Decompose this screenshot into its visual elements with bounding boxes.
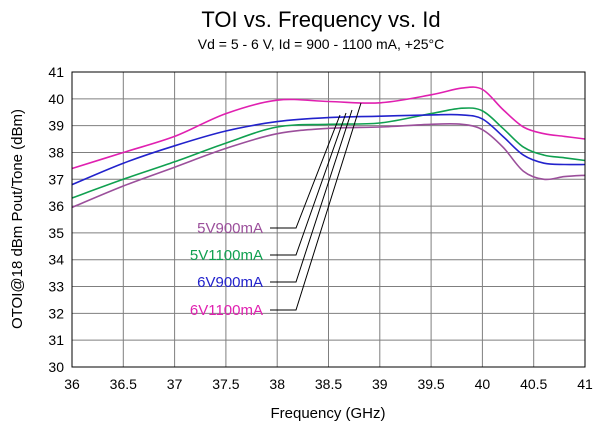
legend-label-6V900mA: 6V900mA xyxy=(197,274,263,291)
plot-frame xyxy=(71,71,586,368)
legend-leader-5V1100mA xyxy=(270,112,347,256)
y-tick-label: 31 xyxy=(48,332,64,348)
y-tick-label: 37 xyxy=(48,171,64,187)
series-line-6V900mA xyxy=(71,113,586,186)
x-tick-label: 40.5 xyxy=(520,376,547,392)
legend-label-6V1100mA: 6V1100mA xyxy=(190,302,263,319)
legend-label-5V1100mA: 5V1100mA xyxy=(190,247,263,264)
y-tick-label: 30 xyxy=(48,359,64,375)
x-tick-label: 37 xyxy=(167,376,183,392)
y-tick-label: 38 xyxy=(48,144,64,160)
series-layer xyxy=(71,86,586,209)
x-tick-labels: 36 36.5 37 37.5 38 38.5 39 39.5 40 40.5 41 xyxy=(64,376,593,392)
series-line-5V900mA xyxy=(71,122,586,209)
y-tick-labels: 30 31 32 33 34 35 36 37 38 39 40 41 xyxy=(48,64,64,375)
grid xyxy=(71,71,586,368)
y-tick-label: 40 xyxy=(48,91,64,107)
x-tick-label: 37.5 xyxy=(212,376,239,392)
y-tick-label: 34 xyxy=(48,252,64,268)
series-line-6V1100mA xyxy=(71,86,586,170)
chart-subtitle: Vd = 5 - 6 V, Id = 900 - 1100 mA, +25°C xyxy=(198,36,444,52)
y-tick-label: 32 xyxy=(48,305,64,321)
x-tick-label: 39.5 xyxy=(417,376,444,392)
x-tick-label: 41 xyxy=(577,376,593,392)
y-tick-label: 33 xyxy=(48,279,64,295)
legend: 5V900mA 5V1100mA 6V900mA 6V1100mA xyxy=(190,102,362,319)
x-tick-label: 38.5 xyxy=(315,376,342,392)
chart-title: TOI vs. Frequency vs. Id xyxy=(201,7,440,32)
legend-leader-6V900mA xyxy=(270,109,353,283)
y-tick-label: 36 xyxy=(48,198,64,214)
y-tick-label: 35 xyxy=(48,225,64,241)
x-tick-label: 40 xyxy=(475,376,491,392)
legend-leader-5V900mA xyxy=(270,114,341,229)
y-axis-label: OTOI@18 dBm Pout/Tone (dBm) xyxy=(9,109,26,329)
series-line-5V1100mA xyxy=(71,107,586,199)
x-tick-label: 38 xyxy=(269,376,285,392)
legend-label-5V900mA: 5V900mA xyxy=(197,220,263,237)
x-tick-label: 39 xyxy=(372,376,388,392)
x-tick-label: 36.5 xyxy=(110,376,137,392)
x-tick-label: 36 xyxy=(64,376,80,392)
legend-leader-6V1100mA xyxy=(270,102,362,311)
y-tick-label: 39 xyxy=(48,118,64,134)
y-tick-label: 41 xyxy=(48,64,64,80)
x-axis-label: Frequency (GHz) xyxy=(270,405,385,422)
